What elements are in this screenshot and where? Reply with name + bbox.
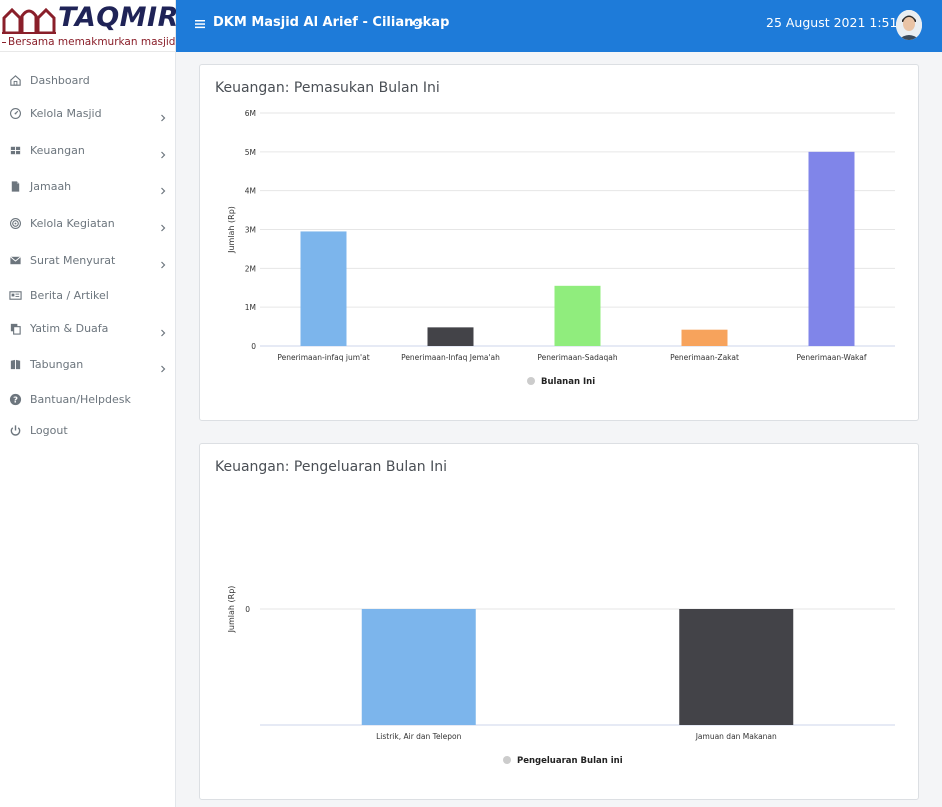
dashboard-gauge-icon	[8, 106, 22, 120]
user-avatar-icon	[896, 10, 922, 40]
y-axis-title: Jumlah (Rp)	[227, 206, 236, 254]
bar	[681, 329, 728, 346]
y-tick-label: 2M	[245, 264, 256, 273]
card-title: Keuangan: Pemasukan Bulan Ini	[215, 80, 440, 96]
chevron-right-icon	[158, 145, 168, 159]
sidebar-item-label: Dashboard	[30, 73, 90, 87]
sidebar-item-label: Surat Menyurat	[30, 253, 116, 267]
sidebar-item-tabungan[interactable]: Tabungan	[0, 351, 176, 377]
legend-label: Bulanan Ini	[541, 377, 595, 387]
y-tick-label: 5M	[245, 148, 256, 157]
sidebar-item-kelola-kegiatan[interactable]: Kelola Kegiatan	[0, 210, 176, 236]
sidebar-item-dashboard[interactable]: Dashboard	[0, 67, 176, 93]
y-tick-label: 6M	[245, 109, 256, 118]
x-tick-label: Listrik, Air dan Telepon	[376, 732, 462, 741]
sidebar-item-label: Tabungan	[30, 357, 84, 371]
document-icon	[8, 179, 22, 193]
sidebar-item-berita-artikel[interactable]: Berita / Artikel	[0, 282, 176, 308]
newspaper-icon	[8, 288, 22, 302]
chevron-right-icon	[158, 218, 168, 232]
chevron-right-icon	[158, 255, 168, 269]
sidebar-item-label: Kelola Masjid	[30, 106, 102, 120]
income-chart-card: Keuangan: Pemasukan Bulan Ini 0 1M 2M 3M 4M 5…	[199, 64, 919, 421]
sidebar-item-label: Berita / Artikel	[30, 288, 109, 302]
y-tick-label: 1M	[245, 303, 256, 312]
avatar[interactable]	[896, 10, 922, 40]
bar	[427, 327, 474, 346]
bar	[808, 151, 855, 346]
card-title: Keuangan: Pengeluaran Bulan Ini	[215, 459, 448, 475]
page-title: DKM Masjid Al Arief - Ciliangkap	[213, 15, 450, 30]
y-tick-label: 4M	[245, 187, 256, 196]
svg-text:?: ?	[13, 394, 18, 404]
chevron-right-icon	[158, 108, 168, 122]
legend-marker	[503, 756, 511, 764]
question-circle-icon: ?	[8, 392, 22, 406]
x-tick-label: Penerimaan-Wakaf	[796, 353, 866, 362]
sidebar: TAQMIR Bersama memakmurkan masjid Dashbo…	[0, 0, 178, 807]
brand-tagline: Bersama memakmurkan masjid	[0, 36, 176, 48]
target-icon	[8, 216, 22, 230]
income-bar-chart: 0 1M 2M 3M 4M 5M 6M Penerimaan-infaq jum'at Pene…	[227, 109, 895, 387]
sidebar-item-kelola-masjid[interactable]: Kelola Masjid	[0, 100, 176, 126]
home-icon	[8, 73, 22, 87]
power-icon	[8, 423, 22, 437]
chevron-right-icon	[158, 359, 168, 373]
legend-marker	[527, 377, 535, 385]
sidebar-item-label: Kelola Kegiatan	[30, 216, 115, 230]
y-axis-title: Jumlah (Rp)	[227, 586, 236, 634]
x-tick-label: Penerimaan-Infaq Jema'ah	[401, 353, 500, 362]
x-tick-label: Jamuan dan Makanan	[695, 732, 777, 741]
sidebar-item-logout[interactable]: Logout	[0, 417, 176, 443]
sidebar-item-yatim-duafa[interactable]: Yatim & Duafa	[0, 315, 176, 341]
mosque-logo-icon	[2, 7, 56, 34]
sidebar-item-label: Keuangan	[30, 143, 85, 157]
bar	[679, 609, 794, 725]
y-tick-label: 0	[251, 342, 256, 351]
bar	[300, 231, 347, 346]
copy-icon	[8, 321, 22, 335]
brand-name: TAQMIR	[58, 2, 179, 33]
table-icon	[8, 143, 22, 157]
bar	[554, 285, 601, 346]
book-icon	[8, 357, 22, 371]
x-tick-label: Penerimaan-Zakat	[670, 353, 739, 362]
envelope-icon	[8, 253, 22, 267]
sidebar-item-label: Jamaah	[30, 179, 72, 193]
top-bar: DKM Masjid Al Arief - Ciliangkap 25 Augu…	[176, 0, 942, 52]
sidebar-item-jamaah[interactable]: Jamaah	[0, 173, 176, 199]
y-tick-label: 3M	[245, 226, 256, 235]
bar	[361, 609, 476, 725]
x-tick-label: Penerimaan-infaq jum'at	[277, 353, 369, 362]
eye-icon[interactable]	[410, 17, 424, 29]
sidebar-item-label: Logout	[30, 423, 68, 437]
sidebar-item-keuangan[interactable]: Keuangan	[0, 137, 176, 163]
brand[interactable]: TAQMIR Bersama memakmurkan masjid	[0, 0, 178, 52]
sidebar-item-label: Yatim & Duafa	[30, 321, 109, 335]
hamburger-menu-icon[interactable]	[194, 18, 206, 30]
sidebar-item-surat-menyurat[interactable]: Surat Menyurat	[0, 247, 176, 273]
datetime-display: 25 August 2021 1:51:2	[766, 15, 910, 30]
chevron-right-icon	[158, 323, 168, 337]
chevron-right-icon	[158, 181, 168, 195]
x-tick-label: Penerimaan-Sadaqah	[537, 353, 617, 362]
y-tick-label: 0	[245, 605, 250, 614]
sidebar-item-label: Bantuan/Helpdesk	[30, 392, 131, 406]
expense-bar-chart: 0 Listrik, Air dan Telepon Jamuan dan Maka…	[227, 586, 895, 766]
expense-chart-card: Keuangan: Pengeluaran Bulan Ini 0 Listrik…	[199, 443, 919, 800]
legend-label: Pengeluaran Bulan ini	[517, 756, 623, 766]
sidebar-item-bantuan-helpdesk[interactable]: ? Bantuan/Helpdesk	[0, 386, 176, 412]
